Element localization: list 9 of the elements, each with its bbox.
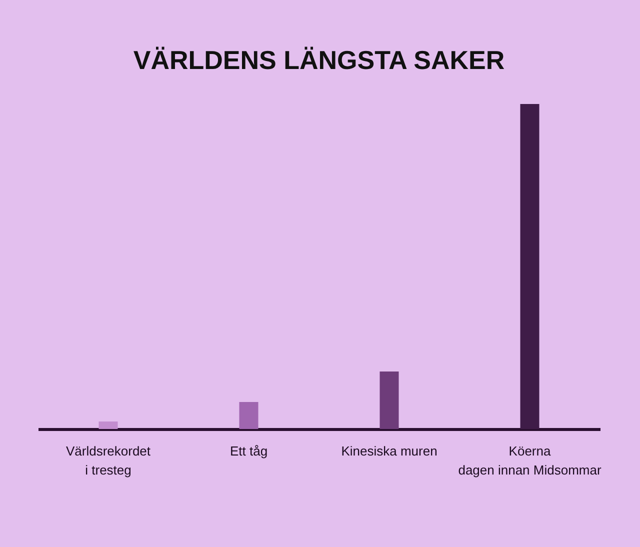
x-tick-label: Köerna dagen innan Midsommar bbox=[458, 444, 602, 478]
x-tick-label: Ett tåg bbox=[230, 444, 268, 458]
bar bbox=[520, 104, 540, 429]
bar bbox=[380, 371, 399, 429]
x-tick-label: Världsrekordet i tresteg bbox=[66, 444, 151, 478]
chart-title: VÄRLDENS LÄNGSTA SAKER bbox=[133, 45, 505, 75]
x-tick-label: Kinesiska muren bbox=[341, 444, 438, 458]
bar bbox=[239, 402, 258, 429]
bar bbox=[98, 422, 118, 429]
